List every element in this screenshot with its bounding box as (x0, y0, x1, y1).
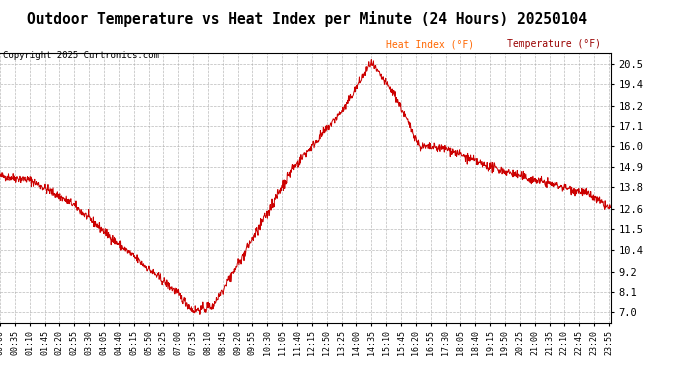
Text: Temperature (°F): Temperature (°F) (507, 39, 601, 50)
Text: Copyright 2025 Curtronics.com: Copyright 2025 Curtronics.com (3, 51, 159, 60)
Text: Heat Index (°F): Heat Index (°F) (386, 39, 475, 50)
Text: Outdoor Temperature vs Heat Index per Minute (24 Hours) 20250104: Outdoor Temperature vs Heat Index per Mi… (27, 11, 587, 27)
